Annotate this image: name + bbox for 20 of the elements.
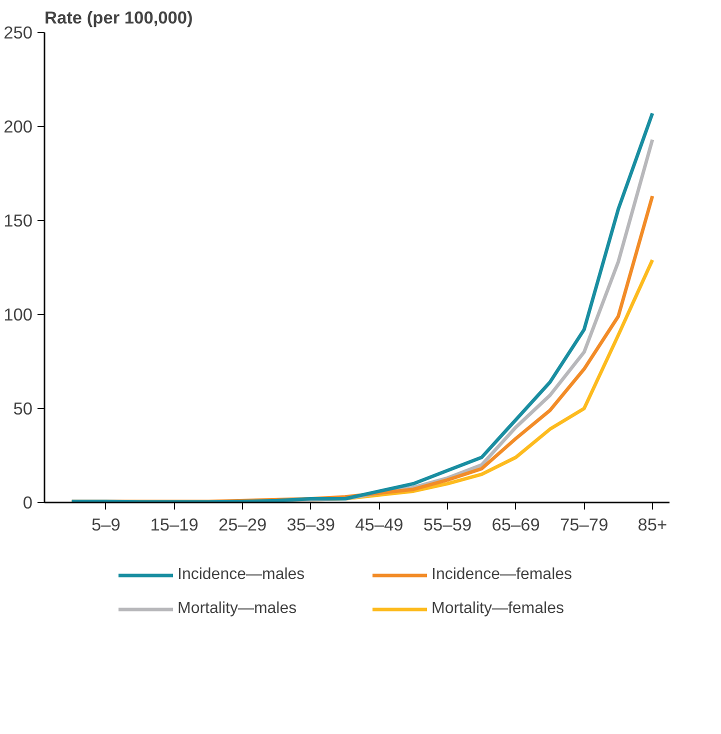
y-axis-title: Rate (per 100,000) (44, 8, 193, 28)
x-tick-label: 25–29 (218, 514, 267, 534)
x-tick-label: 35–39 (286, 514, 335, 534)
y-tick-label: 50 (13, 398, 33, 418)
y-tick-label: 0 (22, 492, 33, 512)
legend-label: Incidence—females (432, 566, 574, 584)
legend-label: Incidence—males (178, 566, 306, 584)
x-tick-label: 15–19 (150, 514, 198, 534)
x-tick-label: 75–79 (560, 514, 608, 534)
y-tick-label: 200 (4, 116, 33, 136)
y-tick-label: 250 (4, 22, 33, 42)
x-tick-label: 85+ (638, 514, 668, 534)
x-tick-label: 5–9 (92, 514, 120, 534)
legend-label: Mortality—males (178, 600, 298, 618)
y-tick-label: 150 (4, 210, 33, 230)
x-tick-label: 65–69 (492, 514, 540, 534)
y-tick-label: 100 (4, 304, 33, 324)
x-tick-label: 45–49 (355, 514, 404, 534)
legend-label: Mortality—females (432, 600, 565, 618)
x-tick-label: 55–59 (423, 514, 472, 534)
